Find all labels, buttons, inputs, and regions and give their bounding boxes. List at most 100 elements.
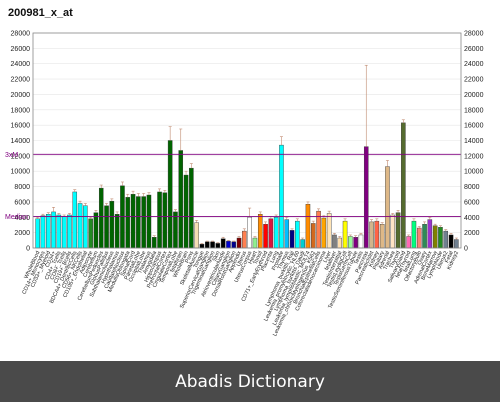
category-label: Skin	[212, 250, 222, 262]
bar	[443, 230, 449, 249]
y-axis-right: 0 2000 4000 6000 8000 10000 12000 14000 16000 180…	[464, 31, 484, 253]
bar	[273, 217, 279, 249]
category-label: Pons	[184, 250, 195, 264]
bar	[93, 212, 99, 249]
y-tick-label-right: 0	[464, 246, 468, 253]
bar	[289, 230, 295, 249]
bar	[411, 220, 417, 249]
bar	[369, 221, 374, 249]
bar	[210, 241, 215, 249]
y-tick-label-right: 22000	[464, 77, 484, 84]
category-label: Ovary	[417, 250, 429, 266]
bar	[305, 204, 311, 249]
y-axis-left: 0 2000 4000 6000 8000 10000 12000 14000 16000 180…	[11, 31, 31, 253]
expression-bar-chart: 200981_x_at 0 2000 4000 6000 8000 10000 12000 1…	[5, 7, 484, 337]
y-tick-label-right: 24000	[464, 61, 484, 68]
bar	[231, 241, 237, 249]
category-label: Heart	[248, 250, 259, 265]
bar	[51, 211, 56, 249]
chart-title: 200981_x_at	[8, 7, 73, 19]
bar	[337, 237, 343, 249]
y-tick-label-right: 10000	[464, 169, 484, 176]
bar	[448, 234, 454, 249]
bar	[45, 214, 51, 249]
y-tick-label-left: 4000	[14, 215, 30, 222]
bar	[40, 215, 46, 249]
bar	[220, 238, 226, 249]
bar	[83, 205, 88, 249]
category-label: Testis	[353, 250, 364, 266]
bar	[257, 214, 263, 249]
bar	[454, 239, 459, 249]
bar	[215, 243, 221, 249]
bar	[252, 237, 258, 249]
site-footer: Abadis Dictionary	[0, 361, 500, 402]
y-tick-label-right: 26000	[464, 46, 484, 53]
bar	[379, 223, 385, 249]
plot-frame	[32, 32, 462, 249]
bar	[247, 217, 252, 249]
bar	[173, 211, 178, 249]
bar	[279, 144, 284, 249]
bar	[141, 196, 146, 249]
bar	[310, 223, 316, 249]
category-label: Lung	[269, 250, 280, 264]
y-tick-label-right: 4000	[464, 215, 480, 222]
category-label: Tonsil	[253, 250, 264, 265]
bar	[162, 192, 168, 249]
bar	[332, 234, 337, 249]
bar	[109, 200, 115, 249]
bar	[136, 196, 141, 249]
y-tick-label-left: 22000	[11, 77, 31, 84]
reference-line-label: 3xM	[5, 152, 18, 159]
bar	[342, 220, 348, 249]
bar	[395, 212, 401, 249]
y-tick-label-right: 12000	[464, 153, 484, 160]
y-tick-label-left: 20000	[11, 92, 31, 99]
bar	[401, 122, 406, 249]
bar	[178, 150, 184, 249]
bar	[151, 237, 157, 249]
bar-series	[35, 64, 459, 249]
bar	[358, 234, 364, 249]
y-tick-label-right: 28000	[464, 31, 484, 38]
bar	[199, 243, 205, 249]
bar	[77, 203, 83, 249]
bar	[438, 227, 443, 249]
category-labels: WholeBloodCD14+_MonocytesCD33+_MyeloidCD…	[21, 249, 460, 337]
reference-lines: 3xM Median	[5, 152, 461, 221]
y-tick-label-left: 28000	[11, 31, 31, 38]
bar	[72, 191, 78, 249]
y-tick-label-right: 14000	[464, 138, 484, 145]
y-tick-label-left: 14000	[11, 138, 31, 145]
y-tick-label-left: 0	[26, 246, 30, 253]
bar	[406, 236, 411, 249]
y-tick-label-left: 10000	[11, 169, 31, 176]
bar	[98, 187, 104, 249]
bar	[432, 225, 438, 249]
bar	[189, 167, 194, 249]
y-tick-label-left: 18000	[11, 107, 31, 114]
bar	[88, 218, 93, 249]
bar	[348, 236, 353, 249]
bar	[385, 166, 390, 249]
bar	[242, 230, 247, 249]
bar	[422, 223, 427, 249]
bar	[427, 219, 433, 249]
bar	[204, 241, 210, 249]
footer-brand-text: Abadis Dictionary	[175, 371, 325, 392]
y-tick-label-left: 26000	[11, 46, 31, 53]
bar	[61, 216, 67, 249]
bar	[295, 220, 300, 249]
bar	[363, 146, 369, 249]
bar	[157, 191, 162, 249]
bar	[67, 214, 72, 249]
bar	[226, 240, 231, 249]
bar	[130, 194, 136, 249]
bar	[268, 218, 274, 249]
bar	[35, 218, 40, 249]
bar	[353, 237, 358, 249]
y-tick-label-left: 2000	[14, 230, 30, 237]
y-tick-label-right: 16000	[464, 123, 484, 130]
y-tick-label-right: 20000	[464, 92, 484, 99]
